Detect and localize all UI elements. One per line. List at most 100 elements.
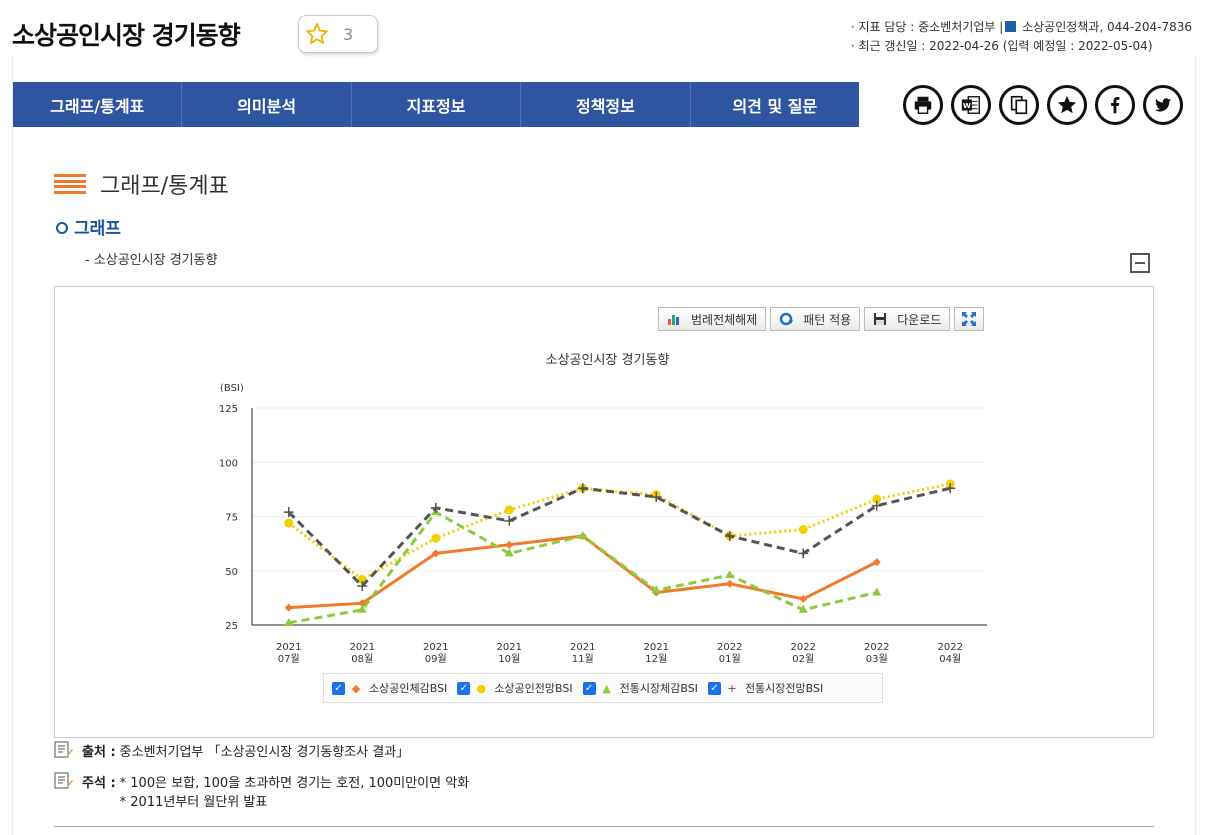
favorite-button[interactable]: 3 bbox=[298, 15, 378, 53]
pattern-label: 패턴 적용 bbox=[803, 312, 852, 327]
y-axis-unit: (BSI) bbox=[220, 383, 244, 394]
legend-item[interactable]: ✓ + 전통시장전망BSI bbox=[707, 680, 823, 696]
data-point-plus bbox=[283, 507, 294, 518]
tab-indicator-info[interactable]: 지표정보 bbox=[352, 82, 522, 127]
data-point-triangle bbox=[651, 585, 661, 594]
x-tick-label: 11월 bbox=[572, 653, 594, 665]
x-tick-label: 2022 bbox=[938, 642, 963, 653]
x-tick-label: 07월 bbox=[278, 653, 300, 665]
checkbox-checked-icon[interactable]: ✓ bbox=[332, 681, 345, 695]
print-icon bbox=[914, 96, 932, 114]
data-point-triangle bbox=[872, 587, 882, 596]
circle-marker-icon: ● bbox=[476, 681, 487, 695]
x-tick-label: 2022 bbox=[864, 642, 889, 653]
data-point-plus bbox=[798, 548, 809, 559]
share-toolbar: W bbox=[903, 85, 1183, 125]
circle-bullet-icon bbox=[56, 222, 68, 234]
legend-toggle-button[interactable]: 범례전체해제 bbox=[658, 307, 767, 331]
remark-key: 주석 : bbox=[82, 776, 116, 791]
data-point-triangle bbox=[578, 531, 588, 540]
favorite-count: 3 bbox=[343, 24, 354, 44]
data-point-circle bbox=[872, 494, 882, 504]
indicator-meta: · 지표 담당 : 중소벤처기업부 | 소상공인정책과, 044-204-783… bbox=[851, 18, 1192, 56]
data-point-plus bbox=[724, 531, 735, 542]
meta-owner-prefix: · 지표 담당 : 중소벤처기업부 | bbox=[850, 20, 1004, 34]
download-button[interactable]: 다운로드 bbox=[864, 307, 951, 331]
minus-icon bbox=[1135, 262, 1145, 264]
y-tick-label: 75 bbox=[225, 513, 238, 524]
divider bbox=[54, 826, 1154, 827]
x-tick-label: 03월 bbox=[866, 653, 888, 665]
section-title: 그래프/통계표 bbox=[100, 174, 229, 199]
y-tick-label: 50 bbox=[225, 567, 238, 578]
graph-heading-text: 그래프 bbox=[74, 219, 121, 239]
x-tick-label: 12월 bbox=[645, 653, 667, 665]
legend-item[interactable]: ✓ ▲ 전통시장체감BSI bbox=[582, 680, 698, 696]
data-point-plus bbox=[871, 500, 882, 511]
menu-bars-icon bbox=[54, 174, 86, 194]
y-tick-label: 125 bbox=[219, 404, 238, 415]
x-tick-label: 09월 bbox=[425, 653, 447, 665]
legend-item[interactable]: ✓ ● 소상공인전망BSI bbox=[457, 680, 573, 696]
word-export-button[interactable]: W bbox=[951, 85, 991, 125]
favorite-star-icon bbox=[1057, 95, 1077, 114]
svg-text:W: W bbox=[963, 101, 971, 110]
checkbox-checked-icon[interactable]: ✓ bbox=[582, 681, 596, 695]
tab-analysis[interactable]: 의미분석 bbox=[182, 82, 352, 127]
expand-icon bbox=[962, 312, 977, 326]
facebook-share-button[interactable] bbox=[1095, 85, 1135, 125]
copy-button[interactable] bbox=[999, 85, 1039, 125]
x-tick-label: 2021 bbox=[423, 642, 448, 653]
section-header: 그래프/통계표 bbox=[54, 168, 229, 200]
chart-title: 소상공인시장 경기동향 bbox=[546, 353, 670, 368]
external-link-icon[interactable] bbox=[1005, 21, 1017, 32]
meta-update-date: · 최근 갱신일 : 2022-04-26 (입력 예정일 : 2022-05-… bbox=[850, 39, 1153, 53]
meta-owner-suffix: 소상공인정책과, 044-204-7836 bbox=[1018, 20, 1192, 34]
graph-heading: 그래프 bbox=[56, 214, 121, 239]
plus-marker-icon: + bbox=[727, 681, 737, 695]
data-point-diamond bbox=[799, 594, 808, 603]
data-point-diamond bbox=[872, 558, 881, 567]
copy-icon bbox=[1010, 95, 1028, 115]
chart-toolbar: 범례전체해제 패턴 적용 다운로드 bbox=[658, 307, 985, 331]
x-tick-label: 10월 bbox=[498, 653, 520, 665]
checkbox-checked-icon[interactable]: ✓ bbox=[707, 681, 721, 695]
note-book-icon bbox=[54, 741, 73, 758]
data-point-diamond bbox=[284, 603, 293, 612]
data-point-diamond bbox=[431, 549, 440, 558]
source-key: 출처 : bbox=[82, 745, 116, 760]
data-point-circle bbox=[284, 518, 294, 528]
legend-toggle-label: 범례전체해제 bbox=[691, 312, 758, 327]
fullscreen-button[interactable] bbox=[954, 307, 985, 331]
tab-graph-table[interactable]: 그래프/통계표 bbox=[13, 82, 183, 127]
data-point-plus bbox=[357, 580, 368, 591]
collapse-button[interactable] bbox=[1130, 253, 1150, 273]
data-point-plus bbox=[577, 483, 588, 494]
tab-feedback[interactable]: 의견 및 질문 bbox=[732, 96, 818, 116]
x-tick-label: 2022 bbox=[791, 642, 816, 653]
star-outline-icon bbox=[306, 23, 328, 44]
checkbox-checked-icon[interactable]: ✓ bbox=[457, 681, 471, 695]
legend-item[interactable]: ✓ ◆ 소상공인체감BSI bbox=[332, 680, 447, 696]
save-disk-icon bbox=[874, 313, 887, 325]
data-point-triangle bbox=[798, 604, 808, 613]
data-point-triangle bbox=[284, 617, 294, 626]
facebook-icon bbox=[1111, 97, 1120, 114]
print-button[interactable] bbox=[903, 85, 943, 125]
notes-section: 출처 : 중소벤처기업부 「소상공인시장 경기동향조사 결과」 주석 : * 1… bbox=[54, 741, 469, 822]
x-tick-label: 2021 bbox=[350, 642, 375, 653]
bookmark-button[interactable] bbox=[1047, 85, 1087, 125]
chart-legend: ✓ ◆ 소상공인체감BSI ✓ ● 소상공인전망BSI ✓ ▲ 전통시장체감BSI ✓ + 전통… bbox=[323, 673, 883, 703]
pattern-button[interactable]: 패턴 적용 bbox=[770, 307, 861, 331]
twitter-share-button[interactable] bbox=[1143, 85, 1183, 125]
data-point-circle bbox=[431, 533, 441, 543]
data-point-plus bbox=[945, 483, 956, 494]
source-note: 출처 : 중소벤처기업부 「소상공인시장 경기동향조사 결과」 bbox=[54, 741, 469, 760]
legend-label: 소상공인전망BSI bbox=[494, 682, 573, 695]
tab-policy-info[interactable]: 정책정보 bbox=[521, 82, 691, 127]
data-point-circle bbox=[504, 505, 514, 515]
data-point-triangle bbox=[357, 604, 367, 613]
legend-label: 전통시장체감BSI bbox=[619, 682, 698, 695]
refresh-icon bbox=[780, 312, 794, 326]
